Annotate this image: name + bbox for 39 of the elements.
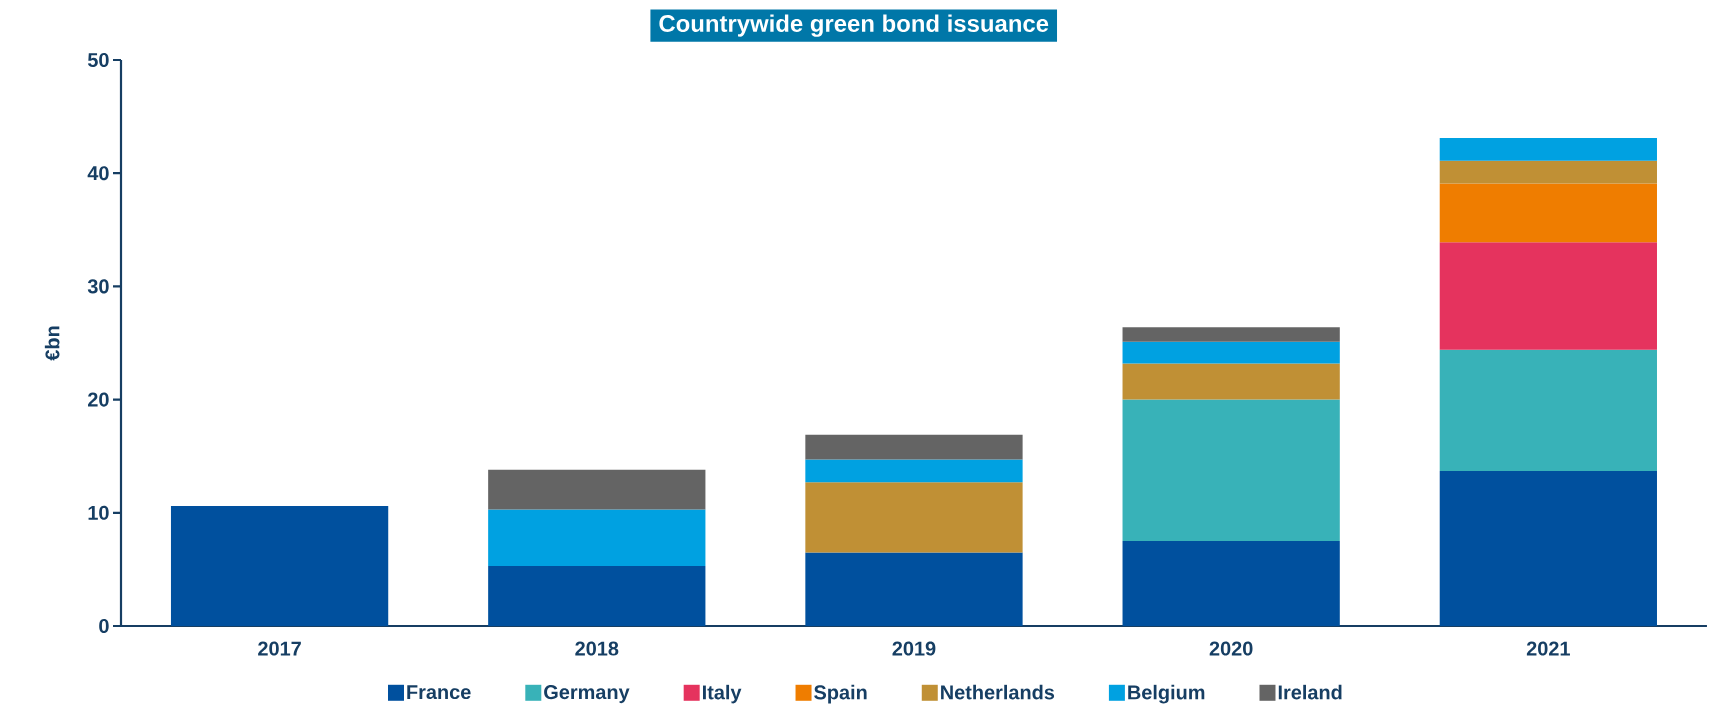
bar (1122, 327, 1340, 342)
bar (1439, 470, 1657, 626)
y-axis-title: €bn (44, 326, 60, 361)
y-tick-label: 40 (87, 166, 109, 181)
bar (1122, 341, 1340, 364)
bar (1439, 242, 1657, 350)
legend-label: Netherlands (941, 684, 1055, 700)
x-tick-label: 2020 (1209, 641, 1253, 656)
legend-label: Spain (814, 684, 867, 704)
bar (1439, 349, 1657, 471)
bar (1439, 183, 1657, 243)
legend-label: France (407, 685, 471, 700)
bar (488, 469, 706, 510)
bar (805, 482, 1023, 553)
x-tick-label: 2021 (1526, 641, 1570, 656)
bar (805, 552, 1023, 626)
y-tick-label: 0 (99, 618, 109, 634)
y-tick-label: 20 (88, 392, 109, 407)
bar (1122, 399, 1340, 542)
bar (1439, 138, 1657, 161)
bar (488, 509, 706, 566)
bar (1439, 160, 1657, 184)
chart-title: Countrywide green bond issuance (659, 14, 1049, 37)
x-tick-label: 2019 (892, 641, 936, 656)
bar (805, 434, 1023, 460)
bar (170, 506, 389, 626)
bar (1122, 541, 1340, 626)
legend-label: Belgium (1128, 684, 1205, 704)
bar (805, 459, 1023, 483)
y-tick-label: 10 (88, 505, 109, 520)
bar (1122, 363, 1340, 400)
legend-label: Ireland (1278, 684, 1342, 700)
bar (488, 566, 706, 626)
y-tick-label: 30 (87, 279, 109, 294)
y-tick-label: 50 (87, 52, 109, 68)
legend-label: Germany (544, 685, 630, 704)
x-tick-label: 2018 (575, 641, 619, 656)
legend-label: Italy (702, 684, 742, 704)
x-tick-label: 2017 (258, 641, 301, 656)
